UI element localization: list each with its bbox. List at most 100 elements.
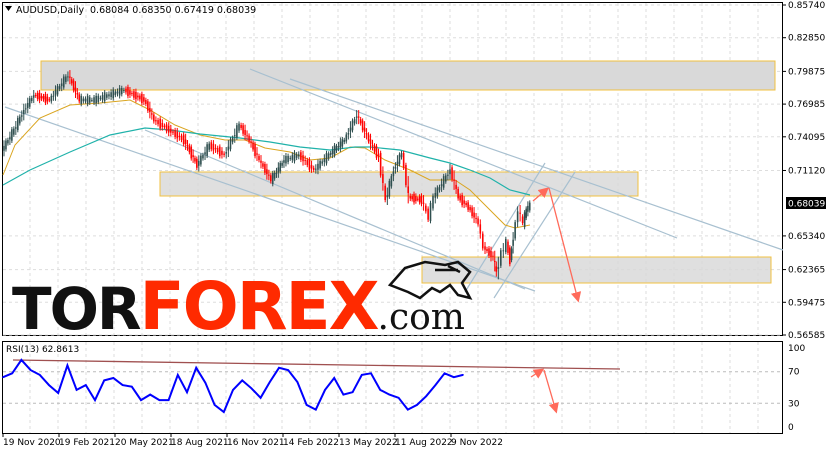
candle-body xyxy=(65,76,67,82)
rsi-point xyxy=(195,366,197,369)
candle-body xyxy=(429,202,432,222)
candle-body xyxy=(244,129,246,136)
candle-body xyxy=(182,134,185,145)
rsi-point xyxy=(397,396,400,399)
y-tick-label: 0.74095 xyxy=(788,133,825,143)
candle-body xyxy=(91,99,93,101)
rsi-point xyxy=(2,376,4,379)
candle-body xyxy=(50,95,53,102)
rsi-forecast-arrow-down xyxy=(543,369,559,414)
candle-body xyxy=(93,97,95,103)
rsi-point xyxy=(204,381,207,384)
candle-body xyxy=(343,140,346,142)
candle-body xyxy=(95,95,97,104)
candle-body xyxy=(488,248,490,256)
candle-body xyxy=(486,249,488,252)
rsi-point xyxy=(351,391,354,394)
candle-body xyxy=(206,144,208,156)
candle-body xyxy=(333,145,336,156)
candle-body xyxy=(19,116,21,124)
candle-body xyxy=(208,143,210,150)
candle-body xyxy=(70,79,73,84)
candle-body xyxy=(444,175,447,182)
candle-body xyxy=(82,98,85,102)
candle-body xyxy=(427,208,429,220)
candle-body xyxy=(497,267,500,269)
candle-body xyxy=(461,194,463,206)
candle-body xyxy=(17,117,19,131)
rsi-point xyxy=(269,381,271,383)
candle-body xyxy=(275,172,278,174)
candle-body xyxy=(345,134,348,142)
candle-body xyxy=(422,202,425,204)
candle-body xyxy=(172,131,174,133)
candle-body xyxy=(335,146,338,151)
candle-body xyxy=(457,188,459,199)
candle-body xyxy=(221,150,223,155)
rsi-point xyxy=(177,374,179,376)
rsi-tick-label: 30 xyxy=(788,399,800,409)
candle-body xyxy=(103,92,106,102)
candle-body xyxy=(151,113,153,115)
candle-body xyxy=(40,96,43,99)
candle-body xyxy=(473,212,475,218)
candle-body xyxy=(339,141,342,148)
candle-body xyxy=(525,208,527,218)
candle-body xyxy=(11,129,13,141)
rsi-tick-label: 70 xyxy=(788,368,800,378)
candle-body xyxy=(293,152,296,162)
candle-body xyxy=(120,87,123,95)
candle-body xyxy=(125,88,127,93)
candle-body xyxy=(250,141,252,143)
candle-body xyxy=(351,120,354,131)
candle-body xyxy=(227,146,230,151)
candle-body xyxy=(319,160,321,169)
candle-body xyxy=(287,155,289,163)
candle-body xyxy=(527,205,529,212)
candle-body xyxy=(167,125,170,133)
candle-body xyxy=(28,98,31,107)
candle-body xyxy=(97,95,100,102)
rsi-point xyxy=(75,389,78,391)
candle-body xyxy=(238,123,240,131)
candle-body xyxy=(127,86,129,97)
symbol-label: AUDUSD,Daily xyxy=(16,5,85,16)
x-tick-label: 19 Nov 2020 xyxy=(3,438,61,448)
y-tick-label: 0.62365 xyxy=(788,266,825,276)
rsi-point xyxy=(103,379,105,382)
rsi-point xyxy=(11,372,13,375)
candle-body xyxy=(289,157,292,159)
x-tick-label: 11 Aug 2022 xyxy=(395,438,453,448)
resistance-zone-middle xyxy=(159,171,639,197)
candle-body xyxy=(229,139,232,150)
candle-body xyxy=(451,167,453,180)
candle-body xyxy=(304,160,306,162)
y-tick-label: 0.56585 xyxy=(788,331,825,341)
rsi-point xyxy=(39,374,41,376)
candle-body xyxy=(236,125,238,138)
candle-body xyxy=(321,161,324,164)
candle-body xyxy=(467,202,469,210)
candle-body xyxy=(509,247,511,265)
candle-body xyxy=(405,165,407,186)
candle-body xyxy=(80,95,83,105)
rsi-point xyxy=(315,408,317,411)
candle-body xyxy=(359,119,362,124)
rsi-panel-frame xyxy=(2,341,783,434)
candle-body xyxy=(347,133,350,135)
candle-body xyxy=(186,144,189,146)
rsi-point xyxy=(379,389,382,391)
triangle-down-icon[interactable] xyxy=(5,6,12,11)
rsi-trendline xyxy=(12,359,621,370)
torforex-logo: TORFOREX.com xyxy=(12,268,465,345)
candle-body xyxy=(436,187,439,197)
candle-body xyxy=(514,222,516,239)
logo-forex: FOREX xyxy=(139,268,380,345)
candle-body xyxy=(248,135,250,142)
y-tick-label: 0.65340 xyxy=(788,232,825,242)
candle-body xyxy=(490,250,492,258)
price-candles xyxy=(3,70,531,280)
candle-body xyxy=(118,88,121,96)
candle-body xyxy=(357,116,360,118)
